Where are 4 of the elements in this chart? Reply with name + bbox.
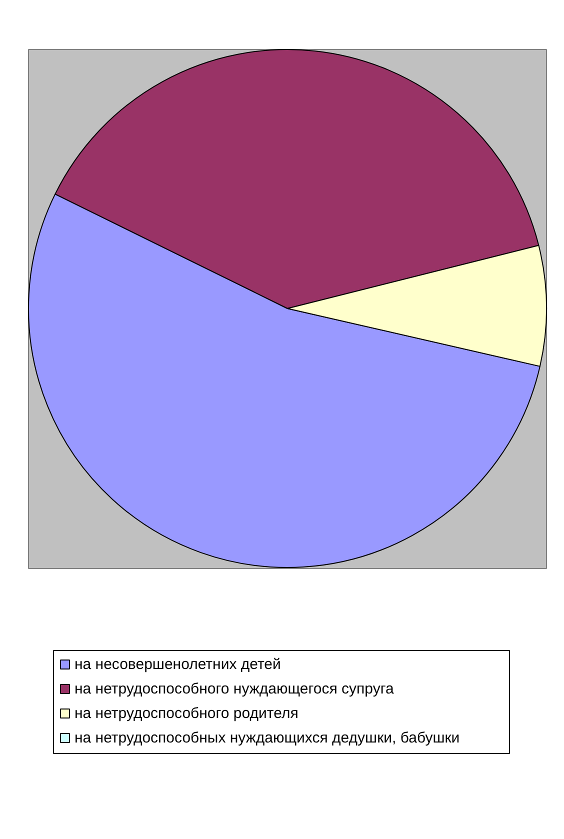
legend-label: на нетрудоспособного родителя [74, 705, 298, 722]
legend-label: на нетрудоспособных нуждающихся дедушки, бабушки [74, 730, 460, 746]
legend-label: на несовершенолетних детей [74, 656, 281, 673]
legend-label: на нетрудоспособного нуждающегося супруга [74, 680, 394, 698]
